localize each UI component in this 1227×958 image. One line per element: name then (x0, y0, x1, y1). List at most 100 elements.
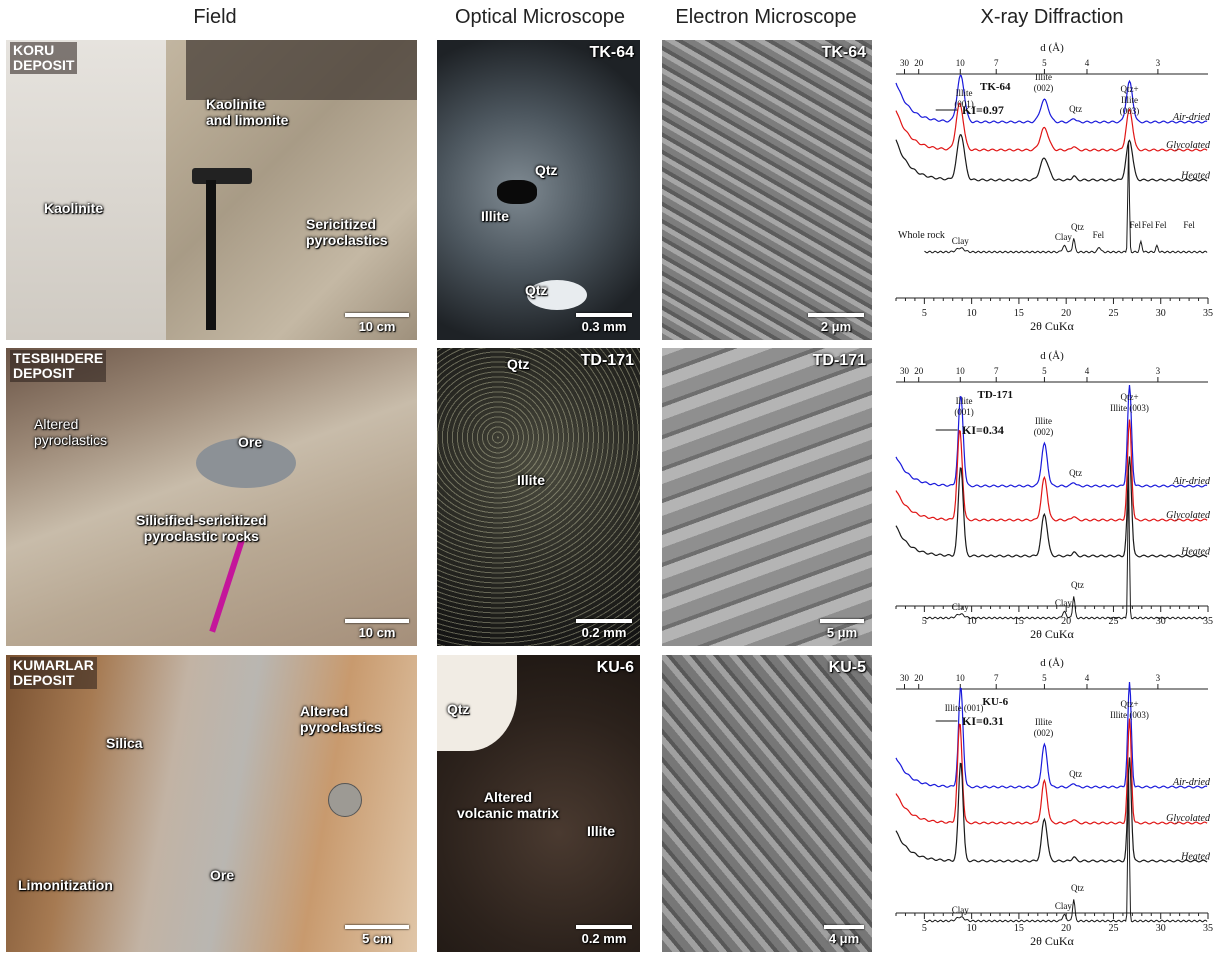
field-label: Altered pyroclastics (300, 703, 382, 735)
header-electron: Electron Microscope (675, 6, 857, 28)
optical-image-tk64: TK-64 Qtz Illite Qtz 0.3 mm (437, 40, 640, 340)
peak-label: Qtz (1069, 468, 1082, 478)
peak-label: Clay (1055, 598, 1072, 608)
xrd-trace-heat (895, 757, 1208, 863)
bottom-tick-label: 10 (967, 616, 977, 627)
bottom-tick-label: 25 (1108, 308, 1118, 319)
top-tick-label: 20 (914, 366, 924, 376)
peak-label: (003) (1120, 106, 1140, 116)
mineral-label: Qtz (507, 356, 530, 372)
top-tick-label: 7 (994, 58, 999, 68)
bottom-tick-label: 15 (1014, 616, 1024, 627)
trace-label: Heated (1180, 546, 1211, 557)
peak-label: Clay (952, 236, 969, 246)
deposit-label-koru: KORU DEPOSIT (10, 42, 78, 74)
peak-label: Qtz (1071, 580, 1084, 590)
bottom-tick-label: 10 (967, 308, 977, 319)
peak-label: Clay (952, 905, 969, 915)
top-tick-label: 7 (994, 673, 999, 683)
bottom-tick-label: 20 (1061, 923, 1071, 934)
xrd-trace-whole-rock (924, 467, 1208, 620)
field-label: Limonitization (18, 877, 113, 893)
peak-label: Qtz+ (1120, 84, 1138, 94)
xrd-trace-gly (895, 419, 1208, 522)
bottom-tick-label: 15 (1014, 308, 1024, 319)
trace-label: Heated (1180, 851, 1211, 862)
deposit-label-kumarlar: KUMARLAR DEPOSIT (10, 657, 97, 689)
ki-value: KI=0.34 (962, 423, 1004, 437)
bottom-tick-label: 25 (1108, 616, 1118, 627)
peak-label: Illite (001) (945, 703, 984, 713)
trace-label: Heated (1180, 170, 1211, 181)
trace-label: Glycolated (1166, 140, 1211, 151)
bottom-tick-label: 20 (1061, 308, 1071, 319)
xrd-trace-whole-rock (924, 141, 1208, 254)
optical-image-td171: TD-171 Qtz Illite 0.2 mm (437, 348, 640, 646)
pen-icon (209, 539, 245, 633)
xrd-trace-gly (895, 718, 1208, 825)
sample-code: TK-64 (589, 44, 634, 61)
top-tick-label: 10 (956, 366, 966, 376)
top-tick-label: 10 (956, 673, 966, 683)
trace-label: Air-dried (1172, 476, 1211, 487)
field-photo-kumarlar: KUMARLAR DEPOSIT Silica Altered pyroclas… (6, 655, 417, 952)
top-tick-label: 30 (900, 673, 910, 683)
peak-label: Illite (1035, 72, 1052, 82)
scale-bar: 0.2 mm (576, 619, 632, 640)
bottom-tick-label: 5 (922, 308, 927, 319)
scale-bar: 10 cm (345, 313, 409, 334)
sem-image-ku5: KU-5 4 μm (662, 655, 872, 952)
bottom-tick-label: 35 (1203, 308, 1213, 319)
field-label: Kaolinite and limonite (206, 96, 289, 128)
xrd-sample-label: TK-64 (980, 81, 1011, 93)
xrd-trace-whole-rock (924, 770, 1208, 923)
peak-label: Fel (1142, 220, 1154, 230)
field-label: Kaolinite (44, 200, 104, 216)
bottom-axis-title: 2θ CuKα (1030, 627, 1074, 641)
header-xrd: X-ray Diffraction (980, 6, 1124, 28)
scale-bar: 5 μm (820, 619, 864, 640)
field-label: Ore (238, 434, 263, 450)
peak-label: Qtz (1069, 104, 1082, 114)
mineral-label: Qtz (447, 701, 470, 717)
peak-label: (002) (1034, 728, 1054, 738)
top-tick-label: 5 (1042, 366, 1047, 376)
peak-label: Illite (1121, 95, 1138, 105)
sample-code: KU-5 (828, 659, 866, 676)
xrd-trace-gly (895, 102, 1208, 152)
mineral-label: Altered volcanic matrix (457, 789, 559, 821)
xrd-sample-label: KU-6 (982, 696, 1008, 708)
peak-label: Qtz+ (1120, 699, 1138, 709)
ki-value: KI=0.97 (962, 103, 1004, 117)
top-tick-label: 7 (994, 366, 999, 376)
top-axis-title: d (Å) (1040, 42, 1064, 54)
bottom-tick-label: 30 (1156, 308, 1166, 319)
bottom-axis-title: 2θ CuKα (1030, 934, 1074, 948)
peak-label: Qtz (1071, 883, 1084, 893)
trace-label: Air-dried (1172, 777, 1211, 788)
top-tick-label: 3 (1156, 673, 1161, 683)
bottom-tick-label: 30 (1156, 616, 1166, 627)
top-tick-label: 10 (956, 58, 966, 68)
scale-bar: 5 cm (345, 925, 409, 946)
top-tick-label: 5 (1042, 673, 1047, 683)
peak-label: Illite (1035, 717, 1052, 727)
bottom-tick-label: 5 (922, 616, 927, 627)
xrd-trace-heat (895, 456, 1208, 558)
mineral-label: Illite (517, 472, 546, 488)
field-label: Silicified-sericitized pyroclastic rocks (136, 512, 267, 544)
sample-code: TD-171 (812, 352, 866, 369)
top-tick-label: 4 (1085, 58, 1090, 68)
field-label: Altered pyroclastics (34, 416, 108, 448)
peak-label: (001) (954, 99, 974, 109)
mineral-label: Illite (481, 208, 510, 224)
peak-label: Illite (956, 396, 973, 406)
peak-label: Illite (003) (1110, 403, 1149, 413)
top-tick-label: 4 (1085, 673, 1090, 683)
top-tick-label: 30 (900, 366, 910, 376)
peak-label: Clay (1055, 901, 1072, 911)
coin-icon (328, 783, 362, 817)
optical-image-ku6: KU-6 Qtz Altered volcanic matrix Illite … (437, 655, 640, 952)
